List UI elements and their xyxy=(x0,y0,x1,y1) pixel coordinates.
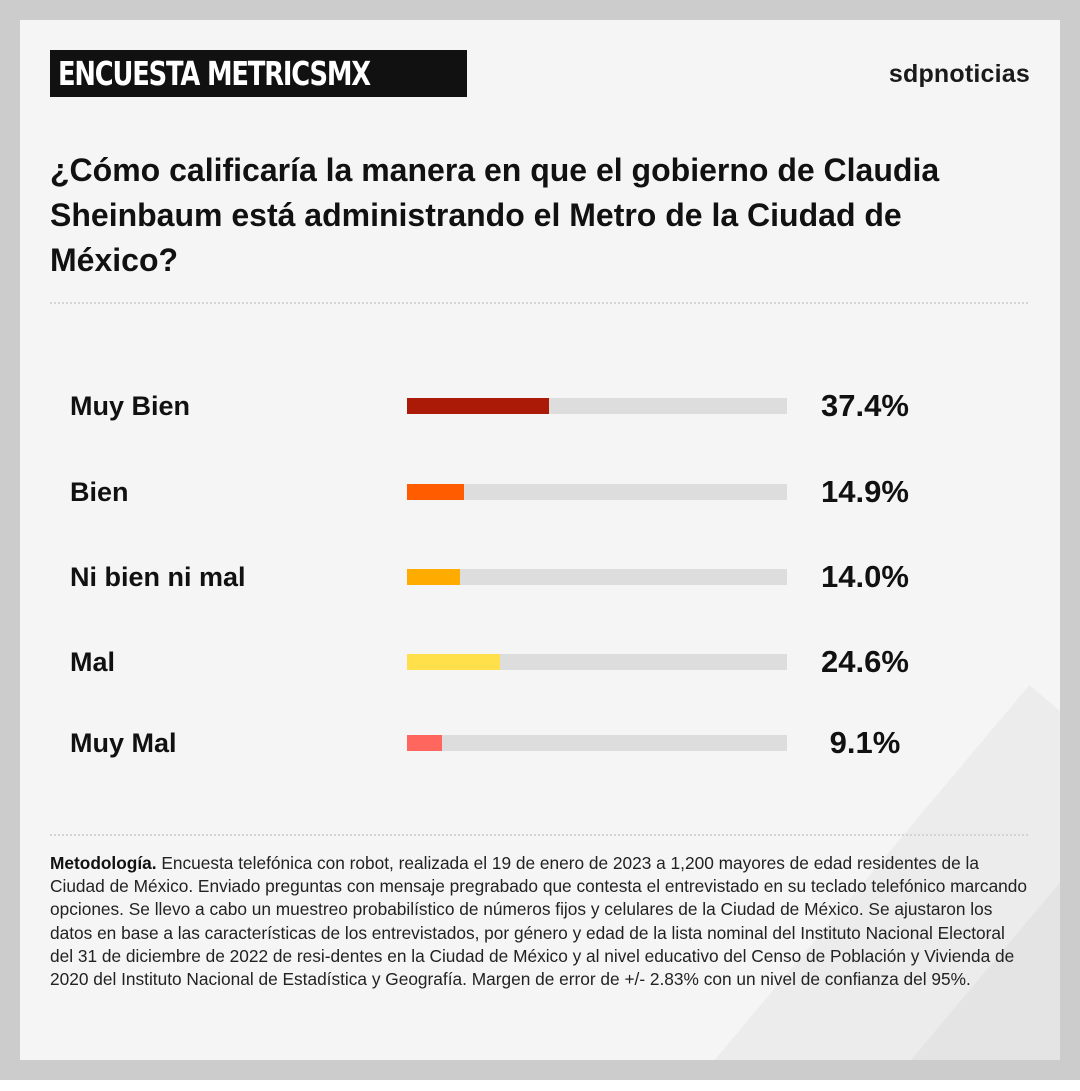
bar-track xyxy=(407,484,787,500)
divider xyxy=(50,302,1028,304)
bar-fill xyxy=(407,484,464,500)
bar-value: 14.9% xyxy=(821,474,909,509)
bar-track xyxy=(407,654,787,670)
bar-label: Muy Mal xyxy=(70,728,177,758)
bar-row: Bien 14.9% xyxy=(20,472,1060,512)
methodology-text: Encuesta telefónica con robot, realizada… xyxy=(50,853,1028,990)
bar-value: 9.1% xyxy=(829,725,901,760)
bar-label: Muy Bien xyxy=(70,391,191,421)
bar-track xyxy=(407,398,787,414)
bar-fill xyxy=(407,735,442,751)
bar-label: Bien xyxy=(70,477,129,507)
bar-value: 14.0% xyxy=(821,559,909,594)
methodology-heading: Metodología. xyxy=(50,853,157,873)
brand-logo: sdpnoticias xyxy=(888,60,1030,88)
bar-label: Mal xyxy=(70,647,116,677)
bar-fill xyxy=(407,398,550,414)
divider xyxy=(50,834,1028,836)
bar-row: Muy Bien 37.4% xyxy=(20,386,1060,426)
infographic-card: ENCUESTA METRICSMX sdpnoticias ¿Cómo cal… xyxy=(20,20,1060,1060)
question-title: ¿Cómo calificaría la manera en que el go… xyxy=(50,152,940,278)
bar-row: Mal 24.6% xyxy=(20,642,1060,682)
methodology-note: Metodología. Encuesta telefónica con rob… xyxy=(50,852,1030,991)
bar-row: Muy Mal 9.1% xyxy=(20,723,1060,763)
survey-badge-text: ENCUESTA METRICSMX xyxy=(58,54,371,93)
bar-track xyxy=(407,735,787,751)
bar-row: Ni bien ni mal 14.0% xyxy=(20,557,1060,597)
bar-fill xyxy=(407,654,501,670)
bar-value: 24.6% xyxy=(821,644,909,679)
bar-fill xyxy=(407,569,461,585)
bar-label: Ni bien ni mal xyxy=(70,562,246,592)
bar-value: 37.4% xyxy=(821,388,909,423)
bar-chart: Muy Bien 37.4% Bien 14.9% Ni bien ni mal… xyxy=(20,20,1060,1060)
survey-badge: ENCUESTA METRICSMX xyxy=(50,50,467,97)
bar-track xyxy=(407,569,787,585)
